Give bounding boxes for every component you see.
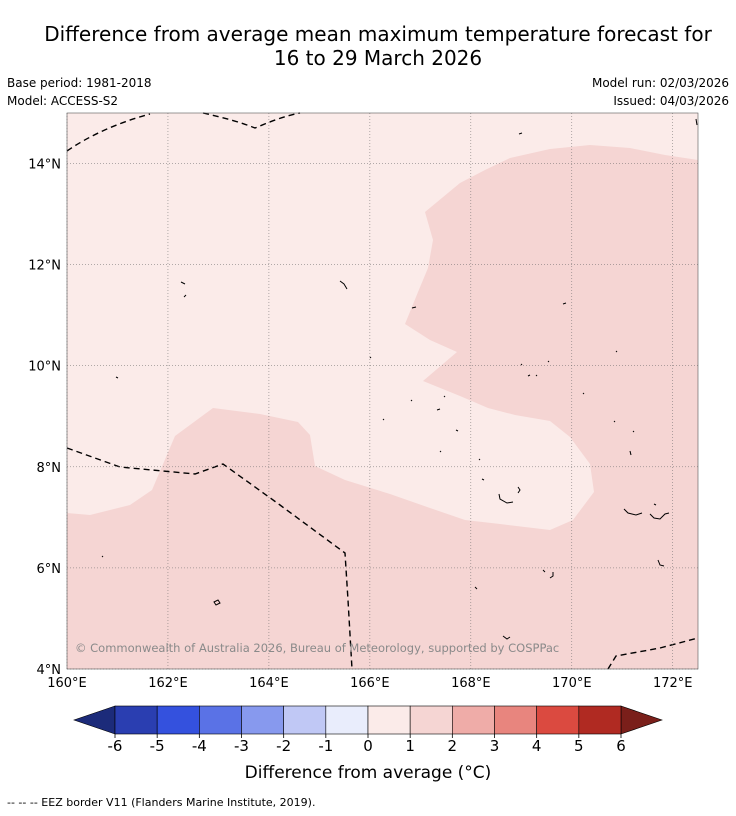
colorbar-segment: [578, 705, 622, 735]
colorbar-tick-label: -5: [150, 737, 165, 755]
copyright-text: © Commonwealth of Australia 2026, Bureau…: [75, 641, 559, 655]
colorbar-segment: [241, 705, 284, 735]
title-line-1: Difference from average mean maximum tem…: [44, 22, 712, 46]
colorbar-tick-label: -3: [234, 737, 249, 755]
model-name: Model: ACCESS-S2: [7, 94, 119, 108]
colorbar-tick-label: 4: [532, 737, 542, 755]
lon-tick-label: 168°E: [451, 676, 491, 691]
lat-tick-label: 8°N: [37, 461, 62, 476]
colorbar-tick-label: 1: [405, 737, 415, 755]
colorbar-segment: [325, 705, 369, 735]
colorbar-segment: [452, 705, 495, 735]
issued-date: Issued: 04/03/2026: [613, 94, 729, 108]
colorbar-segment: [156, 705, 200, 735]
colorbar-segment: [283, 705, 327, 735]
colorbar-tick-label: 3: [490, 737, 500, 755]
model-run: Model run: 02/03/2026: [591, 76, 729, 90]
colorbar-tick-label: -1: [318, 737, 333, 755]
colorbar-tick-label: -4: [192, 737, 207, 755]
lon-tick-label: 166°E: [350, 676, 390, 691]
map-title: Difference from average mean maximum tem…: [20, 22, 736, 70]
meta-left: Base period: 1981-2018 Model: ACCESS-S2: [7, 74, 152, 110]
base-period: Base period: 1981-2018: [7, 76, 152, 90]
colorbar-tick-label: -2: [276, 737, 291, 755]
colorbar-segment: [494, 705, 537, 735]
lat-tick-label: 6°N: [37, 562, 62, 577]
colorbar-tick-label: -6: [108, 737, 123, 755]
lon-tick-label: 160°E: [47, 676, 87, 691]
lat-tick-label: 4°N: [37, 663, 62, 678]
warm-region-east: [67, 113, 698, 669]
colorbar-tick-label: 5: [574, 737, 584, 755]
lat-tick-label: 14°N: [28, 158, 61, 173]
colorbar-segment: [536, 705, 580, 735]
colorbar-segment: [199, 705, 242, 735]
colorbar-tick-label: 0: [363, 737, 373, 755]
meta-right: Model run: 02/03/2026 Issued: 04/03/2026: [592, 74, 729, 110]
colorbar-label: Difference from average (°C): [244, 763, 492, 783]
map-panel: © Commonwealth of Australia 2026, Bureau…: [66, 112, 699, 670]
colorbar-high-extend: [620, 705, 663, 735]
colorbar-segment: [367, 705, 411, 735]
colorbar-low-extend: [73, 705, 116, 735]
map-frame: [66, 112, 699, 670]
lon-tick-label: 170°E: [552, 676, 592, 691]
colorbar: -6 -5 -4 -3 -2 -1 0 1 2 3 4 5 6: [73, 705, 663, 755]
title-line-2: 16 to 29 March 2026: [273, 46, 483, 70]
island-outlines: [101, 118, 698, 640]
eez-borders: [66, 112, 699, 670]
axis-labels: 160°E 162°E 164°E 166°E 168°E 170°E 172°E 14°N 1…: [28, 158, 692, 691]
lat-tick-label: 12°N: [28, 259, 61, 274]
colorbar-segment: [409, 705, 453, 735]
lon-tick-label: 164°E: [249, 676, 289, 691]
lon-tick-label: 172°E: [653, 676, 693, 691]
lon-tick-label: 162°E: [148, 676, 188, 691]
footnote: -- -- -- EEZ border V11 (Flanders Marine…: [7, 796, 316, 809]
lat-tick-label: 10°N: [28, 360, 61, 375]
colorbar-segment: [114, 705, 158, 735]
colorbar-tick-label: 2: [448, 737, 458, 755]
colorbar-tick-label: 6: [616, 737, 626, 755]
